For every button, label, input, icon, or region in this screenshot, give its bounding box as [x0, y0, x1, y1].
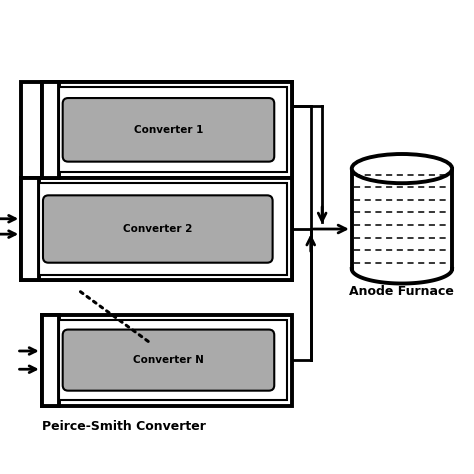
Bar [21, 178, 292, 280]
Bar [42, 82, 59, 178]
Bar [42, 82, 292, 178]
Text: Peirce-Smith Converter: Peirce-Smith Converter [42, 420, 206, 433]
FancyBboxPatch shape [63, 98, 274, 162]
Text: Converter 2: Converter 2 [123, 224, 192, 234]
FancyBboxPatch shape [43, 195, 273, 263]
Text: Converter 1: Converter 1 [134, 125, 203, 135]
Bar [38, 183, 287, 275]
Bar [21, 82, 292, 280]
FancyBboxPatch shape [63, 329, 274, 391]
Ellipse shape [352, 154, 452, 183]
Bar [59, 87, 287, 172]
Text: Converter N: Converter N [133, 355, 204, 365]
Bar [42, 315, 292, 406]
Bar [21, 178, 38, 280]
Bar [42, 315, 59, 406]
Text: Anode Furnace: Anode Furnace [349, 285, 455, 298]
Bar [59, 320, 287, 400]
